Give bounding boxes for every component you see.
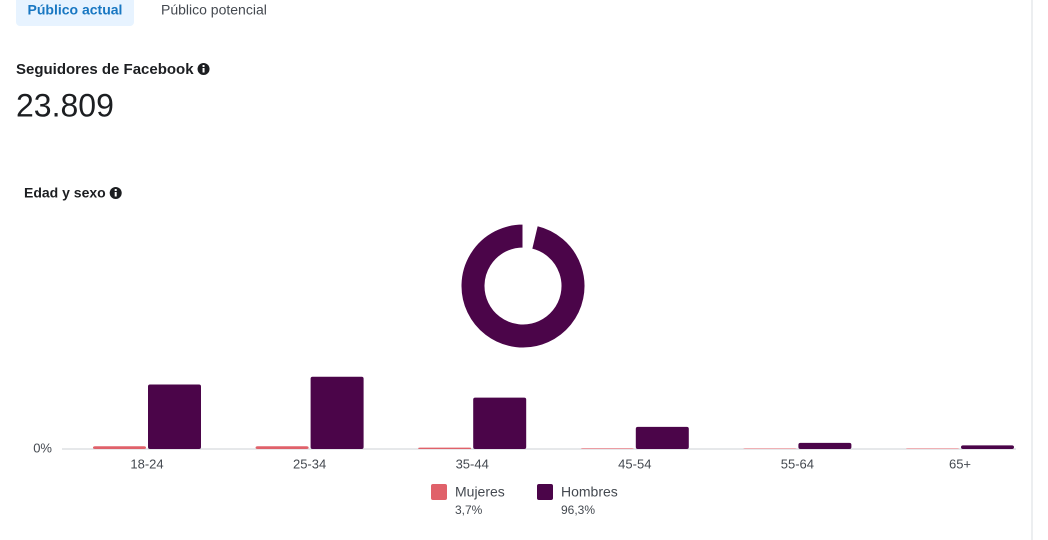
x-tick-label: 45-54	[618, 456, 651, 471]
info-icon[interactable]	[109, 187, 122, 199]
bar	[93, 446, 146, 449]
tab[interactable]: Público actual	[28, 2, 123, 18]
bar	[418, 447, 472, 449]
bar	[473, 397, 527, 449]
x-tick-label: 35-44	[456, 456, 489, 471]
bar	[635, 426, 689, 449]
bar	[798, 442, 852, 449]
bar	[580, 448, 634, 449]
info-icon[interactable]	[197, 63, 210, 75]
tab[interactable]: Público potencial	[161, 2, 267, 18]
x-tick-label: 18-24	[130, 456, 163, 471]
legend-label: Mujeres	[455, 484, 505, 500]
legend-swatch	[537, 484, 553, 500]
x-tick-label: 55-64	[781, 456, 814, 471]
legend-value: 3,7%	[455, 503, 483, 517]
legend-label: Hombres	[561, 484, 618, 500]
followers-title: Seguidores de Facebook	[16, 61, 194, 78]
section-title: Edad y sexo	[24, 185, 106, 201]
bar	[961, 445, 1014, 449]
bar	[310, 376, 364, 449]
legend-swatch	[431, 484, 447, 500]
donut-slice	[460, 223, 586, 349]
legend-value: 96,3%	[561, 503, 595, 517]
bar	[255, 446, 309, 449]
tab-active-bg[interactable]	[16, 0, 134, 26]
x-tick-label: 65+	[949, 456, 971, 471]
bar	[148, 384, 201, 449]
x-tick-label: 25-34	[293, 456, 326, 471]
followers-count: 23.809	[16, 87, 114, 123]
y-tick-label: 0%	[33, 440, 52, 455]
